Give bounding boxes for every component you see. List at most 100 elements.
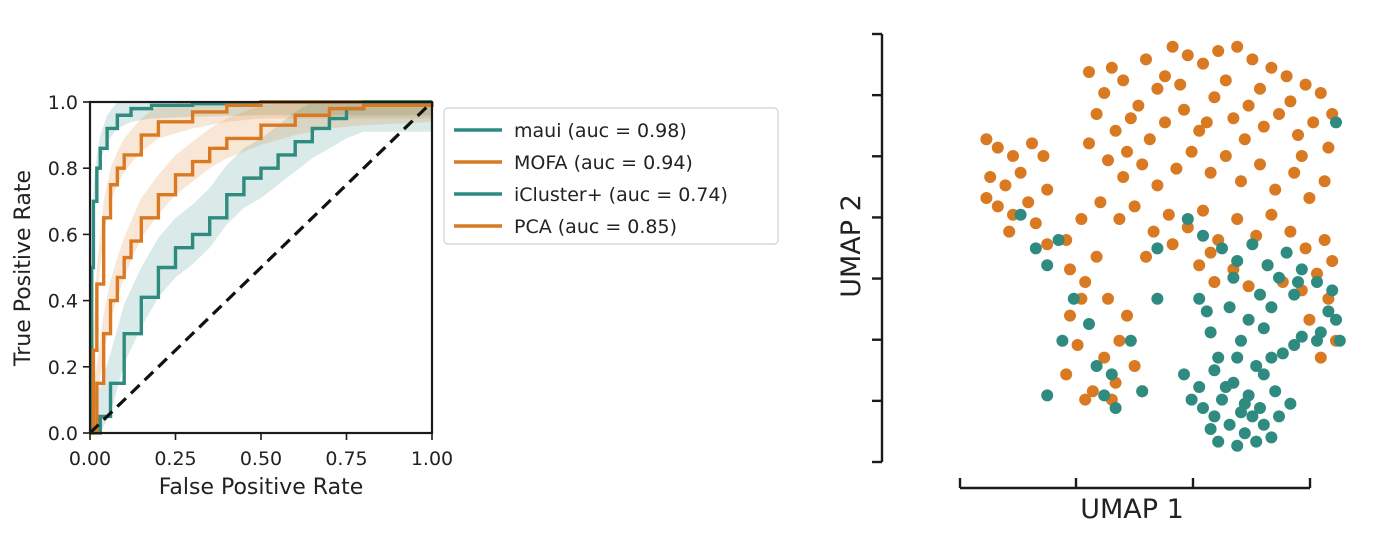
umap-point xyxy=(1257,322,1270,335)
umap-point xyxy=(1212,45,1225,57)
umap-point xyxy=(1197,402,1209,414)
umap-point xyxy=(1295,263,1308,276)
umap-point xyxy=(1208,410,1221,423)
umap-point xyxy=(1181,221,1194,234)
umap-point xyxy=(1151,82,1164,95)
roc-curve-2 xyxy=(90,100,432,435)
umap-point xyxy=(1109,402,1122,414)
umap-point xyxy=(1204,326,1217,339)
umap-x-axis xyxy=(958,478,1312,490)
umap-point xyxy=(1193,124,1206,137)
umap-point xyxy=(1086,385,1099,398)
umap-point xyxy=(1185,393,1198,406)
umap-point xyxy=(1322,305,1335,318)
umap-point xyxy=(1273,410,1285,423)
umap-point xyxy=(1246,53,1259,66)
umap-point xyxy=(1231,439,1244,452)
umap-point xyxy=(1269,183,1282,196)
umap-point xyxy=(1162,208,1175,221)
umap-point xyxy=(1140,250,1152,263)
umap-point xyxy=(1113,213,1126,225)
umap-point xyxy=(1105,61,1118,74)
umap-point xyxy=(1178,103,1190,116)
umap-point xyxy=(1265,351,1278,364)
umap-point xyxy=(1231,351,1244,364)
umap-point xyxy=(1219,150,1232,162)
roc-x-tick-label: 0.25 xyxy=(154,448,196,470)
umap-point xyxy=(1204,246,1217,259)
umap-point xyxy=(1246,238,1259,251)
umap-point xyxy=(1284,225,1297,238)
umap-point xyxy=(1276,347,1289,360)
umap-y-axis xyxy=(872,32,884,464)
umap-point xyxy=(1098,389,1111,402)
umap-point xyxy=(1136,385,1149,398)
roc-curve-1 xyxy=(90,100,432,435)
umap-point xyxy=(1067,292,1080,305)
umap-y-axis-label: UMAP 2 xyxy=(836,194,867,298)
umap-point xyxy=(1292,129,1304,141)
umap-point xyxy=(1124,112,1137,125)
umap-point xyxy=(1311,276,1323,288)
umap-point xyxy=(1265,301,1278,314)
umap-point xyxy=(1102,292,1114,305)
umap-point xyxy=(1299,78,1312,91)
umap-point xyxy=(1204,166,1217,179)
umap-point xyxy=(1166,40,1179,53)
umap-point xyxy=(1254,82,1266,95)
umap-point xyxy=(1079,393,1092,406)
roc-y-tick-label: 0.0 xyxy=(48,423,78,445)
umap-point xyxy=(1193,292,1206,305)
legend-entry: maui (auc = 0.98) xyxy=(514,120,687,142)
umap-point xyxy=(991,141,1004,154)
umap-point xyxy=(1288,339,1301,351)
umap-point xyxy=(1090,108,1103,120)
umap-point xyxy=(1295,330,1308,343)
umap-point xyxy=(1227,271,1240,284)
umap-point xyxy=(1181,213,1194,225)
umap-point xyxy=(991,200,1004,213)
umap-x-axis-label: UMAP 1 xyxy=(1080,494,1184,525)
umap-point xyxy=(1181,49,1194,62)
umap-point xyxy=(1075,213,1088,225)
umap-point xyxy=(1185,145,1198,158)
umap-point xyxy=(1223,418,1236,431)
umap-point xyxy=(1314,351,1327,364)
roc-y-axis: 0.0 0.2 0.4 0.6 0.8 1.0 xyxy=(48,92,90,445)
umap-point xyxy=(1303,313,1316,326)
umap-point xyxy=(1026,137,1038,150)
umap-point xyxy=(1242,280,1255,293)
roc-chart: 0.00 0.25 0.50 0.75 1.00 0.00.20.40.60.81.0 … xyxy=(11,92,779,500)
umap-point xyxy=(1090,250,1103,263)
umap-point xyxy=(1254,402,1266,414)
umap-point xyxy=(1219,74,1232,87)
umap-point xyxy=(1090,360,1103,372)
umap-point xyxy=(1254,288,1266,301)
umap-point xyxy=(1216,242,1228,255)
roc-y-axis-label: True Positive Rate xyxy=(11,170,36,367)
umap-point xyxy=(1250,435,1263,448)
umap-point xyxy=(1166,238,1179,251)
legend-entry: MOFA (auc = 0.94) xyxy=(514,152,693,174)
umap-point xyxy=(1170,162,1183,175)
umap-point xyxy=(1083,66,1095,78)
umap-point xyxy=(1041,389,1054,402)
umap-point xyxy=(1014,166,1027,179)
umap-point xyxy=(1235,334,1247,347)
umap-point xyxy=(1212,435,1225,448)
roc-y-tick-label: 0.4 xyxy=(48,291,78,313)
umap-point xyxy=(1193,259,1206,272)
umap-point xyxy=(1102,154,1114,167)
umap-point xyxy=(1330,313,1342,326)
umap-point xyxy=(1333,334,1346,347)
umap-point xyxy=(1303,192,1316,204)
roc-x-tick-label: 0.00 xyxy=(69,448,111,470)
umap-point xyxy=(1238,427,1251,440)
umap-point xyxy=(1136,158,1149,171)
umap-point xyxy=(1113,334,1126,347)
umap-point xyxy=(1295,150,1308,162)
umap-point xyxy=(1200,305,1213,318)
umap-point xyxy=(1140,53,1152,66)
umap-point xyxy=(1208,91,1221,104)
umap-point xyxy=(1265,431,1278,444)
